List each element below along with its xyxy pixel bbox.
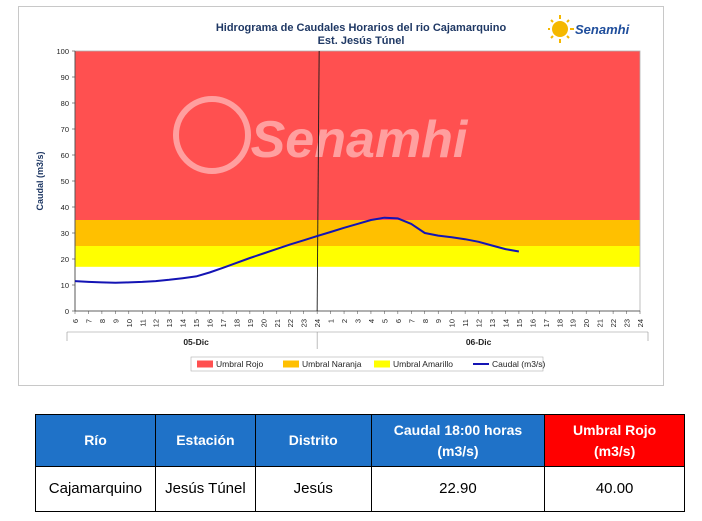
y-tick-label: 80 [61,99,69,108]
table-row: Cajamarquino Jesús Túnel Jesús 22.90 40.… [35,466,685,512]
y-tick-label: 20 [61,255,69,264]
header-rio: Río [35,414,156,467]
x-tick-label: 17 [219,319,228,327]
y-tick-label: 40 [61,203,69,212]
legend-label: Umbral Rojo [216,359,264,369]
x-tick-label: 10 [125,319,134,327]
x-tick-label: 24 [636,319,645,327]
y-tick-label: 70 [61,125,69,134]
x-tick-label: 21 [273,319,282,327]
day-label: 05-Dic [183,337,209,347]
x-tick-label: 24 [313,319,322,327]
x-tick-label: 13 [165,319,174,327]
watermark-text: Senamhi [251,111,469,169]
cell-distrito: Jesús [254,466,372,512]
x-tick-label: 15 [192,319,201,327]
x-tick-label: 14 [179,319,188,327]
header-distrito: Distrito [254,414,372,467]
cell-rio: Cajamarquino [35,466,156,512]
x-tick-label: 19 [569,319,578,327]
x-tick-label: 19 [246,319,255,327]
cell-caudal: 22.90 [370,466,546,512]
x-tick-label: 5 [380,319,389,323]
x-tick-label: 9 [434,319,443,323]
x-tick-label: 2 [340,319,349,323]
legend-swatch [283,360,299,368]
legend-box [190,356,544,372]
header-caudal: Caudal 18:00 horas (m3/s) [370,414,546,467]
y-axis-label: Caudal (m3/s) [35,151,45,210]
threshold-band-umbral-rojo [75,51,640,220]
header-estacion: Estación [154,414,256,467]
legend-swatch [374,360,390,368]
logo-text: Senamhi [575,22,630,37]
table-header-row: Río Estación Distrito Caudal 18:00 horas… [35,414,685,467]
x-tick-label: 9 [111,319,120,323]
chart-title: Hidrograma de Caudales Horarios del rio … [216,22,507,34]
y-tick-label: 30 [61,229,69,238]
x-tick-label: 14 [501,319,510,327]
x-tick-label: 7 [407,319,416,323]
x-tick-label: 4 [367,319,376,323]
header-umbral-rojo: Umbral Rojo (m3/s) [544,414,685,467]
x-tick-label: 8 [421,319,430,323]
x-tick-label: 15 [515,319,524,327]
chart-subtitle: Est. Jesús Túnel [318,35,405,47]
x-tick-label: 11 [461,319,470,327]
x-tick-label: 12 [152,319,161,327]
x-tick-label: 13 [488,319,497,327]
x-tick-label: 20 [259,319,268,327]
x-tick-label: 7 [84,319,93,323]
y-tick-label: 50 [61,177,69,186]
x-tick-label: 17 [542,319,551,327]
x-tick-label: 23 [623,319,632,327]
y-tick-label: 60 [61,151,69,160]
threshold-band-umbral-amarillo [75,246,640,267]
x-tick-label: 21 [596,319,605,327]
x-tick-label: 16 [528,319,537,327]
x-tick-label: 22 [286,319,295,327]
hydrograph-chart: Senamhi Hidrograma de Caudales Horarios d… [35,22,649,372]
y-tick-label: 90 [61,73,69,82]
x-tick-label: 1 [327,319,336,323]
legend-label: Umbral Amarillo [393,359,453,369]
day-separator-line [316,50,320,312]
y-tick-label: 100 [56,47,69,56]
legend-label: Umbral Naranja [302,359,362,369]
cell-estacion: Jesús Túnel [154,466,256,512]
senamhi-logo-icon [548,15,574,43]
x-tick-label: 8 [98,319,107,323]
legend-label: Caudal (m3/s) [492,359,546,369]
day-label: 06-Dic [466,337,492,347]
legend-swatch [197,360,213,368]
x-tick-label: 11 [138,319,147,327]
x-tick-label: 16 [206,319,215,327]
x-tick-label: 22 [609,319,618,327]
y-tick-label: 10 [61,281,69,290]
y-tick-label: 0 [65,307,69,316]
x-tick-label: 18 [555,319,564,327]
series-line-caudal [74,216,520,284]
x-tick-label: 20 [582,319,591,327]
station-info-table: Río Estación Distrito Caudal 18:00 horas… [35,414,685,512]
x-tick-label: 23 [300,319,309,327]
x-tick-label: 12 [475,319,484,327]
x-tick-label: 18 [232,319,241,327]
x-tick-label: 6 [71,319,80,323]
chart-frame: Senamhi Hidrograma de Caudales Horarios d… [18,6,664,386]
cell-umbral-rojo: 40.00 [544,466,685,512]
x-tick-label: 3 [354,319,363,323]
watermark-sun-icon [173,96,251,174]
x-tick-label: 10 [448,319,457,327]
x-tick-label: 6 [394,319,403,323]
